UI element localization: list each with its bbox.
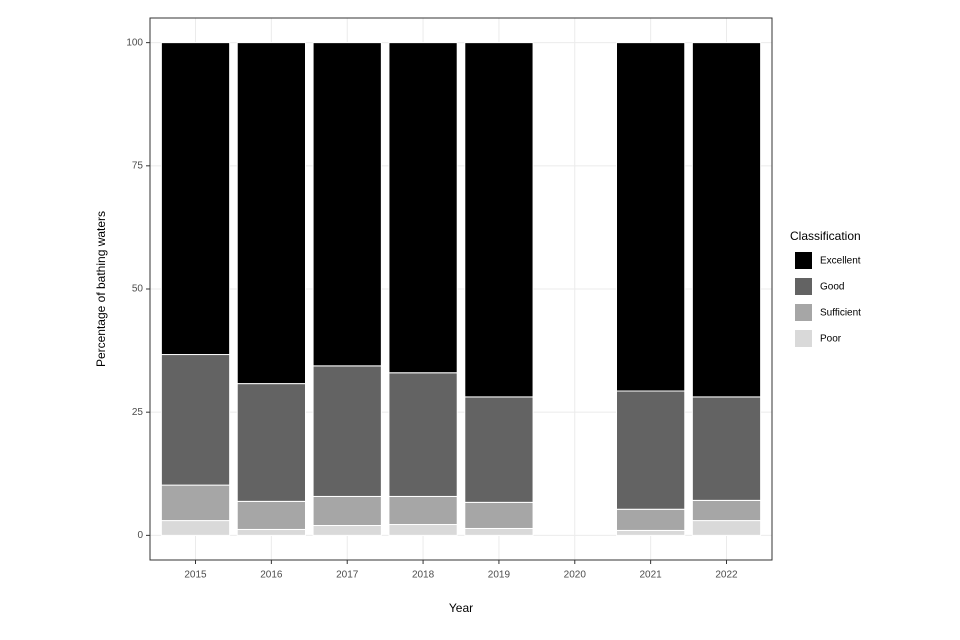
y-tick-label: 75	[132, 160, 144, 171]
bar-segment	[691, 499, 762, 522]
y-tick-label: 25	[132, 407, 144, 418]
bar-segment	[464, 501, 534, 529]
legend-label: Good	[820, 282, 844, 293]
y-tick-label: 50	[132, 284, 144, 295]
legend-label: Sufficient	[820, 308, 861, 319]
bar-segment	[236, 500, 306, 530]
legend-label: Excellent	[820, 256, 861, 267]
x-tick-label: 2015	[184, 570, 207, 581]
bar-segment	[236, 528, 306, 536]
x-tick-label: 2022	[715, 570, 738, 581]
bar-segment	[464, 42, 534, 398]
bar-segment	[616, 42, 686, 392]
bar-segment	[312, 42, 382, 367]
y-tick-label: 0	[137, 530, 143, 541]
bar-segment	[160, 354, 231, 486]
bar-segment	[691, 396, 762, 501]
bar-segment	[388, 372, 458, 497]
x-tick-label: 2017	[336, 570, 359, 581]
bar-segment	[312, 495, 382, 527]
bar-segment	[616, 529, 686, 536]
x-tick-label: 2019	[488, 570, 511, 581]
legend: Excellent Good Sufficient Poor	[795, 252, 861, 347]
bar-segment	[616, 390, 686, 510]
bar-segment	[160, 42, 231, 356]
legend-swatch	[795, 304, 812, 321]
x-tick-label: 2021	[640, 570, 663, 581]
x-tick-label: 2018	[412, 570, 435, 581]
x-tick-label: 2016	[260, 570, 283, 581]
bar-segment	[160, 484, 231, 522]
legend-title: Classification	[790, 229, 861, 243]
legend-swatch	[795, 252, 812, 269]
bar-segment	[312, 525, 382, 536]
bar-segment	[388, 495, 458, 526]
bar-segment	[691, 42, 762, 398]
bar-segment	[388, 524, 458, 536]
bar-segment	[616, 508, 686, 531]
bar-segment	[691, 520, 762, 536]
bar-segment	[236, 383, 306, 502]
legend-swatch	[795, 278, 812, 295]
y-axis-title: Percentage of bathing waters	[94, 211, 108, 367]
bar-segment	[388, 42, 458, 374]
panel-border	[149, 17, 773, 561]
bar-segment	[160, 520, 231, 536]
bar-segment	[464, 527, 534, 536]
x-tick-label: 2020	[564, 570, 587, 581]
x-axis-title: Year	[449, 601, 473, 615]
bar-segment	[236, 42, 306, 385]
legend-label: Poor	[820, 334, 842, 345]
legend-swatch	[795, 330, 812, 347]
bar-segment	[464, 396, 534, 503]
bars	[160, 42, 762, 536]
bar-segment	[312, 365, 382, 497]
y-tick-label: 100	[126, 37, 143, 48]
